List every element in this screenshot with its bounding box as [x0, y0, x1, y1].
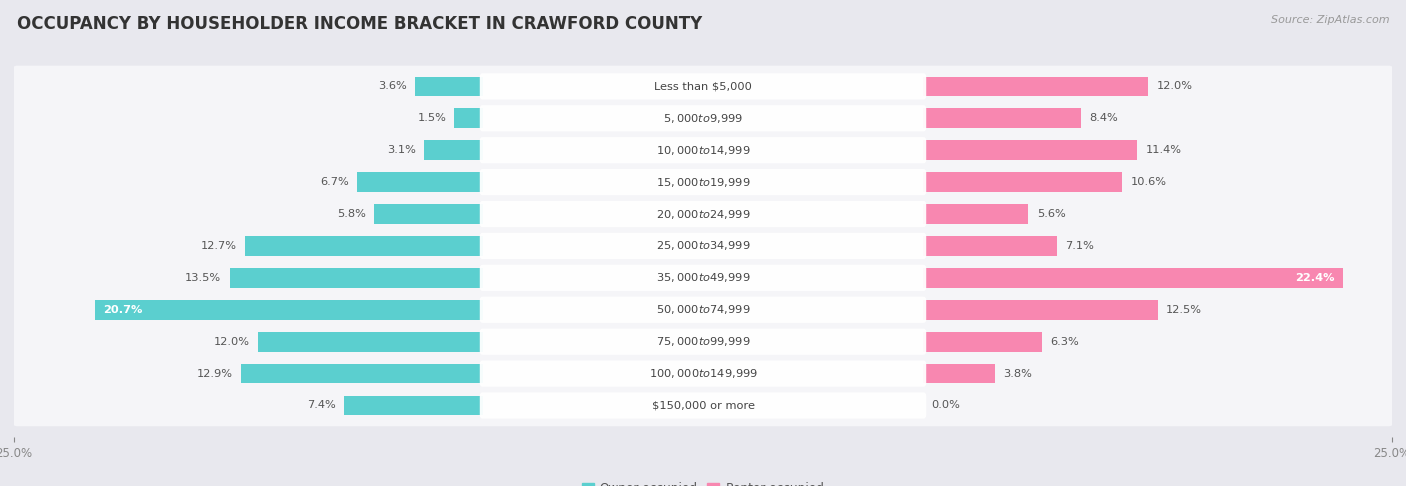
- Text: $15,000 to $19,999: $15,000 to $19,999: [655, 175, 751, 189]
- FancyBboxPatch shape: [13, 289, 1393, 330]
- FancyBboxPatch shape: [13, 66, 1393, 107]
- Bar: [240, 364, 482, 383]
- FancyBboxPatch shape: [479, 296, 927, 323]
- Text: 7.4%: 7.4%: [307, 400, 336, 411]
- Text: $75,000 to $99,999: $75,000 to $99,999: [655, 335, 751, 348]
- Text: 7.1%: 7.1%: [1064, 241, 1094, 251]
- Bar: [924, 300, 1157, 320]
- FancyBboxPatch shape: [13, 385, 1393, 426]
- Text: 5.8%: 5.8%: [336, 209, 366, 219]
- Text: $5,000 to $9,999: $5,000 to $9,999: [664, 112, 742, 125]
- Text: 22.4%: 22.4%: [1295, 273, 1334, 283]
- FancyBboxPatch shape: [13, 257, 1393, 298]
- FancyBboxPatch shape: [479, 169, 927, 195]
- Text: 1.5%: 1.5%: [418, 113, 446, 123]
- Text: 11.4%: 11.4%: [1146, 145, 1181, 155]
- Text: $10,000 to $14,999: $10,000 to $14,999: [655, 144, 751, 156]
- Bar: [344, 396, 482, 416]
- FancyBboxPatch shape: [13, 193, 1393, 235]
- Text: 6.7%: 6.7%: [321, 177, 349, 187]
- Text: 3.8%: 3.8%: [1002, 368, 1032, 379]
- Text: $25,000 to $34,999: $25,000 to $34,999: [655, 240, 751, 252]
- Bar: [425, 140, 482, 160]
- Text: 5.6%: 5.6%: [1036, 209, 1066, 219]
- Text: 0.0%: 0.0%: [932, 400, 960, 411]
- Bar: [924, 332, 1042, 351]
- Text: 6.3%: 6.3%: [1050, 337, 1078, 347]
- Bar: [924, 268, 1343, 288]
- Text: 12.0%: 12.0%: [214, 337, 249, 347]
- Text: 12.7%: 12.7%: [200, 241, 236, 251]
- FancyBboxPatch shape: [13, 225, 1393, 267]
- Bar: [924, 204, 1028, 224]
- FancyBboxPatch shape: [479, 73, 927, 100]
- FancyBboxPatch shape: [479, 201, 927, 227]
- FancyBboxPatch shape: [479, 329, 927, 355]
- FancyBboxPatch shape: [479, 361, 927, 387]
- Bar: [924, 140, 1137, 160]
- Text: 8.4%: 8.4%: [1090, 113, 1118, 123]
- Text: 13.5%: 13.5%: [186, 273, 221, 283]
- Bar: [924, 364, 994, 383]
- Text: $35,000 to $49,999: $35,000 to $49,999: [655, 271, 751, 284]
- FancyBboxPatch shape: [479, 233, 927, 259]
- Text: 20.7%: 20.7%: [103, 305, 142, 315]
- Bar: [924, 108, 1081, 128]
- Bar: [415, 76, 482, 96]
- Text: 3.1%: 3.1%: [387, 145, 416, 155]
- Bar: [374, 204, 482, 224]
- Text: $150,000 or more: $150,000 or more: [651, 400, 755, 411]
- Bar: [229, 268, 482, 288]
- FancyBboxPatch shape: [479, 105, 927, 131]
- Text: 12.9%: 12.9%: [197, 368, 232, 379]
- FancyBboxPatch shape: [13, 321, 1393, 363]
- Bar: [924, 236, 1056, 256]
- Text: 12.5%: 12.5%: [1166, 305, 1202, 315]
- Bar: [924, 76, 1149, 96]
- Text: 12.0%: 12.0%: [1157, 81, 1192, 91]
- Text: 10.6%: 10.6%: [1130, 177, 1167, 187]
- Legend: Owner-occupied, Renter-occupied: Owner-occupied, Renter-occupied: [576, 477, 830, 486]
- Text: Source: ZipAtlas.com: Source: ZipAtlas.com: [1271, 15, 1389, 25]
- Bar: [454, 108, 482, 128]
- Text: $20,000 to $24,999: $20,000 to $24,999: [655, 208, 751, 221]
- Bar: [257, 332, 482, 351]
- Text: $100,000 to $149,999: $100,000 to $149,999: [648, 367, 758, 380]
- FancyBboxPatch shape: [13, 161, 1393, 203]
- Text: OCCUPANCY BY HOUSEHOLDER INCOME BRACKET IN CRAWFORD COUNTY: OCCUPANCY BY HOUSEHOLDER INCOME BRACKET …: [17, 15, 702, 33]
- FancyBboxPatch shape: [479, 137, 927, 163]
- Bar: [924, 172, 1122, 192]
- Text: 3.6%: 3.6%: [378, 81, 406, 91]
- FancyBboxPatch shape: [13, 98, 1393, 139]
- FancyBboxPatch shape: [13, 353, 1393, 394]
- Bar: [357, 172, 482, 192]
- FancyBboxPatch shape: [13, 129, 1393, 171]
- FancyBboxPatch shape: [479, 265, 927, 291]
- Bar: [245, 236, 482, 256]
- FancyBboxPatch shape: [479, 392, 927, 418]
- Bar: [94, 300, 482, 320]
- Text: $50,000 to $74,999: $50,000 to $74,999: [655, 303, 751, 316]
- Text: Less than $5,000: Less than $5,000: [654, 81, 752, 91]
